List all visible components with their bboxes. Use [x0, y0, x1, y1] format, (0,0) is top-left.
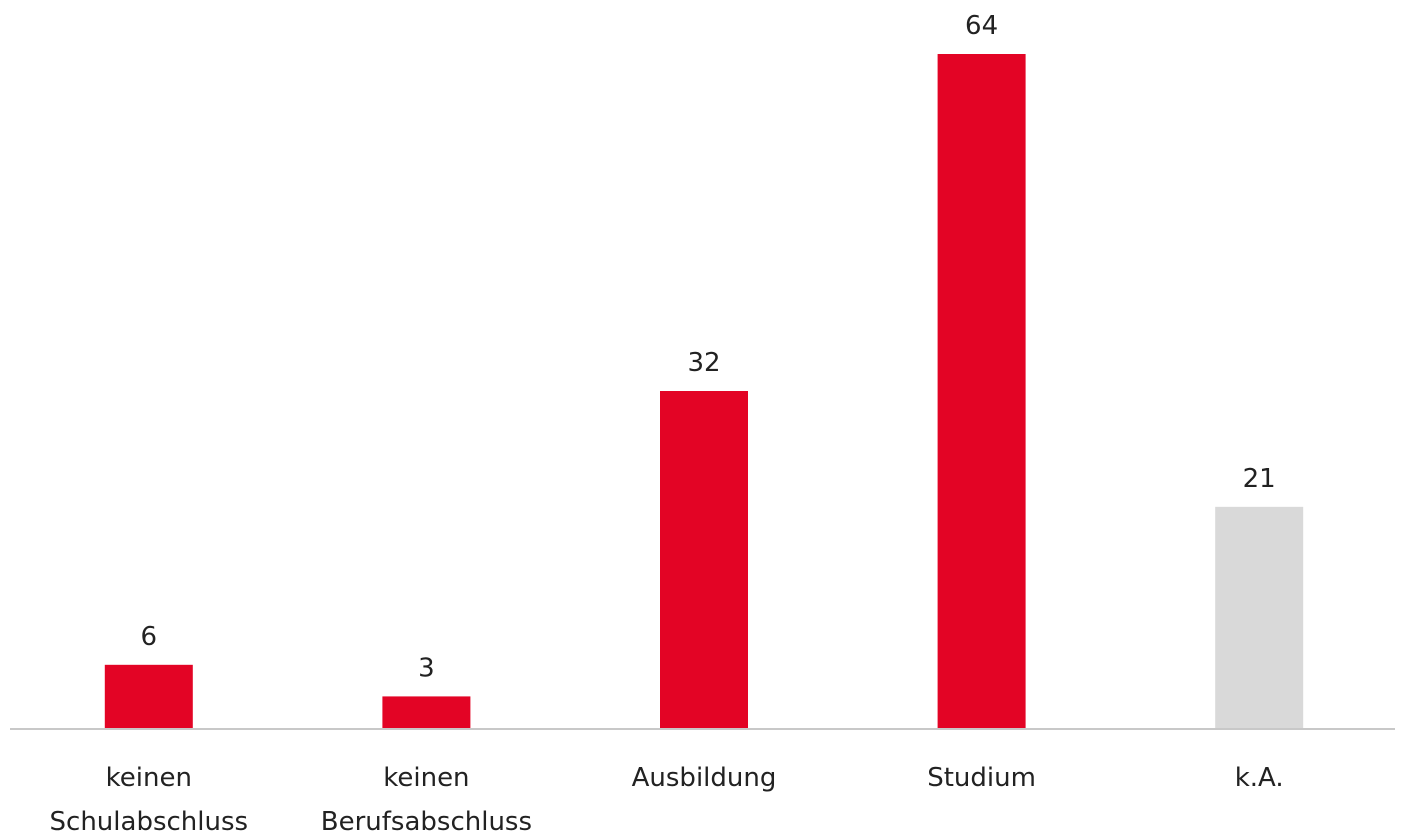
category-label-4: k.A.: [1235, 763, 1284, 793]
category-label-line: Schulabschluss: [50, 807, 249, 835]
value-label-0: 6: [141, 622, 158, 652]
value-label-2: 32: [687, 348, 720, 378]
bar-4: [1215, 506, 1304, 728]
value-label-3: 64: [965, 11, 998, 41]
value-label-1: 3: [418, 653, 435, 683]
bar-0: [104, 664, 193, 728]
category-label-line: Studium: [927, 763, 1036, 793]
category-label-line: keinen: [106, 763, 192, 793]
category-label-line: k.A.: [1235, 763, 1284, 793]
category-label-line: Ausbildung: [632, 763, 777, 793]
bar-3: [937, 54, 1026, 728]
category-labels-group: keinen Schulabschluss keinen Berufsabschlus…: [50, 763, 1284, 835]
category-label-1: keinen Berufsabschluss: [321, 763, 532, 835]
category-label-line: keinen: [383, 763, 469, 793]
bar-2: [660, 391, 748, 728]
value-label-4: 21: [1243, 464, 1276, 494]
category-label-3: Studium: [927, 763, 1036, 793]
bars-group: [104, 54, 1304, 728]
category-label-0: keinen Schulabschluss: [50, 763, 249, 835]
bar-1: [382, 696, 471, 728]
category-label-line: Berufsabschluss: [321, 807, 532, 835]
value-labels-group: 6 3 32 64 21: [141, 11, 1276, 683]
category-label-2: Ausbildung: [632, 763, 777, 793]
